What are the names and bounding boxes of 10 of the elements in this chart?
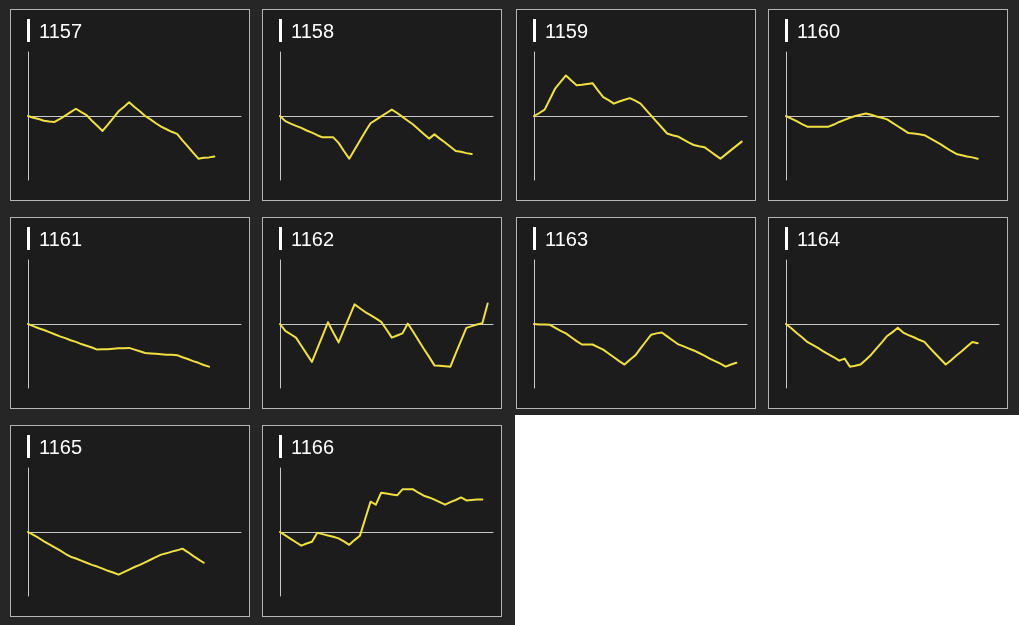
chart-title: 1161 (39, 227, 83, 251)
chart-title: 1164 (797, 227, 841, 251)
chart-title: 1162 (291, 227, 335, 251)
chart-title: 1157 (39, 19, 83, 43)
chart-title: 1165 (39, 435, 83, 459)
chart-title: 1159 (545, 19, 589, 43)
chart-title: 1163 (545, 227, 589, 251)
chart-title: 1158 (291, 19, 335, 43)
chart-title: 1160 (797, 19, 841, 43)
chart-title: 1166 (291, 435, 335, 459)
